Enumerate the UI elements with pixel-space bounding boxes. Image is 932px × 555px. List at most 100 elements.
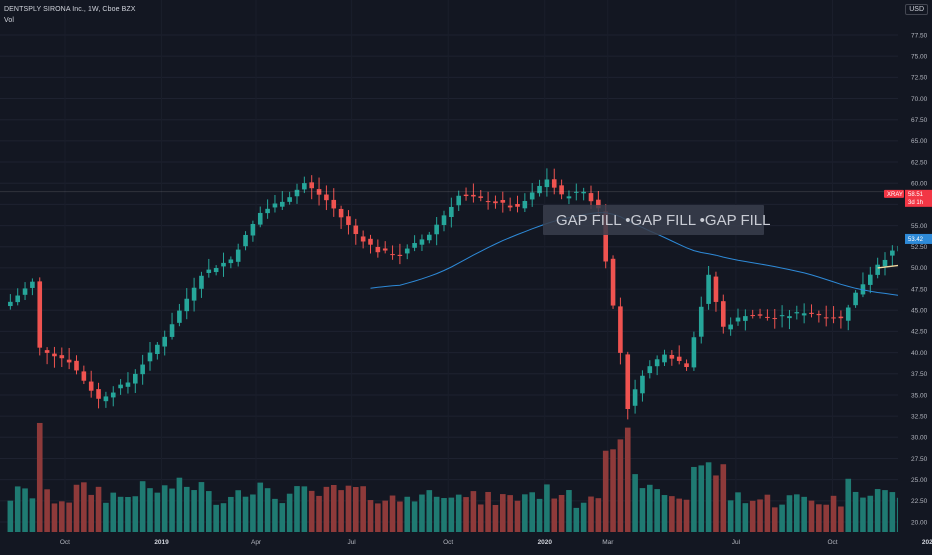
price-tick-label: 37.50 (911, 371, 928, 378)
candle-body (802, 313, 807, 315)
candle-body (493, 201, 498, 203)
currency-label[interactable]: USD (905, 4, 928, 15)
volume-bar (66, 503, 72, 532)
candle-body (96, 389, 101, 399)
volume-bar (500, 494, 506, 532)
volume-bar (118, 497, 124, 532)
candle-body (23, 288, 28, 294)
volume-bar (691, 467, 697, 532)
candle-body (45, 350, 50, 353)
volume-bar (177, 478, 183, 532)
candle-body (743, 316, 748, 321)
candle-body (398, 255, 403, 256)
time-tick-label: 2019 (154, 539, 169, 546)
candle-body (30, 282, 35, 288)
candle-body (552, 179, 557, 187)
candlestick-series (8, 98, 932, 420)
volume-bar (860, 498, 866, 532)
volume-bar (890, 492, 896, 532)
volume-bar (235, 490, 241, 532)
candle-body (545, 179, 550, 187)
candle-body (750, 315, 755, 316)
price-tick-label: 60.00 (911, 181, 928, 188)
candle-body (236, 250, 241, 262)
volume-bar (529, 492, 535, 532)
volume-bar (96, 487, 102, 532)
candle-body (199, 276, 204, 289)
candle-body (633, 389, 638, 405)
volume-bar (338, 490, 344, 532)
candle-body (611, 259, 616, 306)
candle-body (207, 270, 212, 273)
volume-bar (507, 495, 513, 532)
price-tick-label: 65.00 (911, 138, 928, 145)
volume-bar (37, 423, 43, 532)
volume-bar (868, 496, 874, 532)
volume-bar (551, 499, 557, 532)
candle-body (765, 317, 770, 318)
volume-bar (809, 501, 815, 532)
volume-bar (316, 496, 322, 532)
candle-body (464, 195, 469, 196)
chart-title: DENTSPLY SIRONA Inc., 1W, Cboe BZX (4, 6, 136, 13)
volume-bar (441, 498, 447, 532)
volume-bar (493, 505, 499, 532)
time-tick-label: Oct (827, 539, 837, 546)
candle-body (618, 306, 623, 352)
volume-bar (302, 486, 308, 532)
candle-body (37, 281, 42, 347)
volume-bars (8, 423, 932, 532)
volume-bar (522, 494, 528, 532)
candle-body (787, 316, 792, 318)
candle-body (295, 190, 300, 196)
candle-body (390, 254, 395, 255)
volume-bar (463, 497, 469, 532)
candle-body (567, 196, 572, 198)
volume-bar (757, 499, 763, 532)
price-tick-label: 62.50 (911, 159, 928, 166)
candle-body (890, 251, 895, 256)
candle-body (670, 355, 675, 359)
gap-fill-annotation[interactable]: GAP FILL •GAP FILL •GAP FILL (543, 205, 771, 235)
volume-bar (772, 507, 778, 532)
candle-body (677, 357, 682, 361)
volume-bar (875, 489, 881, 532)
candle-body (875, 265, 880, 275)
volume-bar (88, 495, 94, 532)
volume-bar (743, 503, 749, 532)
candle-body (346, 216, 351, 225)
candle-body (655, 359, 660, 366)
volume-bar (228, 497, 234, 532)
volume-bar (831, 496, 837, 532)
candle-body (60, 355, 65, 358)
volume-bar (721, 464, 727, 532)
price-tick-label: 47.50 (911, 286, 928, 293)
volume-bar (588, 497, 594, 532)
volume-bar (779, 505, 785, 532)
candle-body (354, 226, 359, 234)
price-tick-label: 25.00 (911, 477, 928, 484)
candle-body (229, 259, 234, 263)
candle-body (501, 200, 506, 203)
candle-body (324, 195, 329, 201)
time-tick-label: 2020 (538, 539, 553, 546)
volume-bar (537, 499, 543, 532)
candle-body (221, 263, 226, 267)
volume-bar (706, 462, 712, 532)
volume-bar (147, 488, 153, 532)
candle-body (427, 235, 432, 241)
candle-body (625, 354, 630, 409)
volume-bar (155, 493, 161, 532)
candle-body (177, 311, 182, 323)
volume-bar (684, 500, 690, 532)
volume-bar (838, 506, 844, 532)
candle-body (471, 195, 476, 197)
volume-bar (397, 502, 403, 532)
last-price-text: 58.51 (908, 192, 924, 198)
candle-body (15, 296, 20, 303)
candle-body (214, 268, 219, 272)
volume-bar (22, 488, 28, 532)
volume-bar (596, 498, 602, 532)
